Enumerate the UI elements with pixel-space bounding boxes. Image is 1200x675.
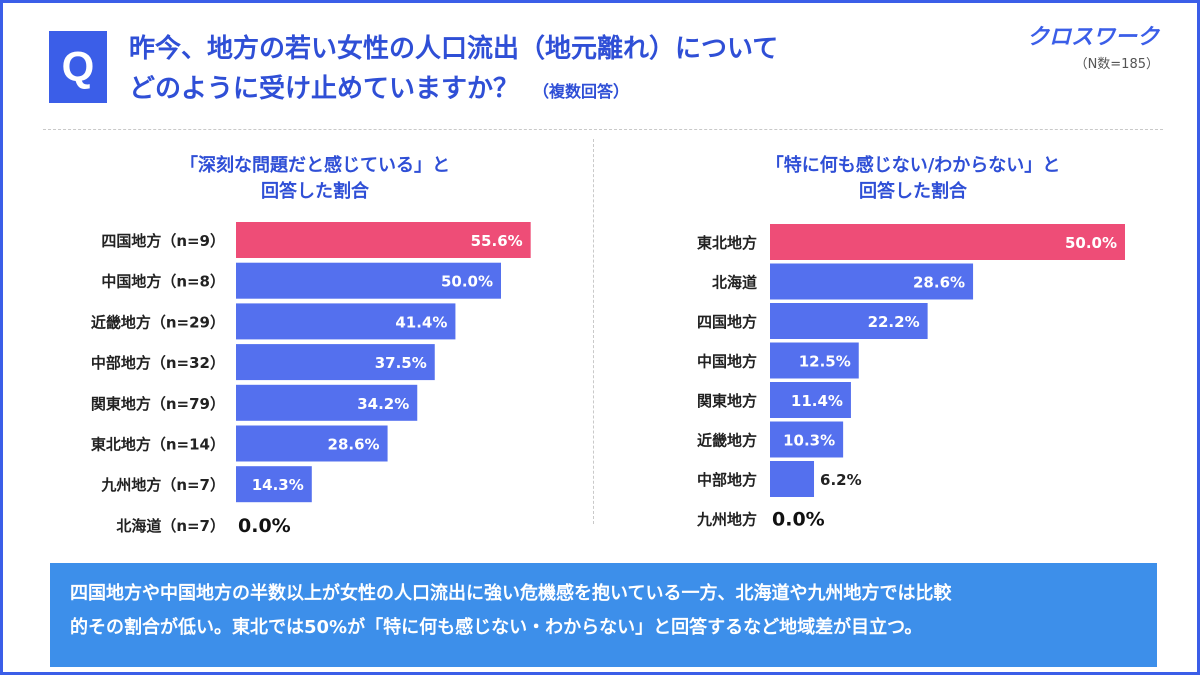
right-bar-chart: 東北地方 50.0% 北海道 28.6% 四国地方 22.2% 中国地方 12.5% 関東地方 1… (696, 224, 1125, 531)
value-label: 6.2% (820, 471, 862, 489)
bar (236, 344, 435, 381)
value-label: 41.4% (395, 313, 447, 331)
category-label: 東北地方 (697, 234, 757, 252)
category-label: 中国地方（n=8） (101, 273, 225, 291)
summary-line-2: 的その割合が低い。東北では50%が「特に何も感じない・わからない」と回答するなど… (70, 617, 923, 638)
value-label: 12.5% (799, 353, 851, 371)
bar (770, 224, 1125, 260)
left-chart-title: 「深刻な問題だと感じている」と 回答した割合 (85, 153, 545, 205)
summary-box: 四国地方や中国地方の半数以上が女性の人口流出に強い危機感を抱いている一方、北海道… (50, 563, 1157, 667)
question-line-1: 昨今、地方の若い女性の人口流出（地元離れ）について (129, 34, 779, 64)
bar (770, 461, 815, 497)
left-chart-title-line-2: 回答した割合 (261, 181, 369, 202)
value-label: 10.3% (783, 432, 835, 450)
value-label: 50.0% (441, 273, 493, 291)
category-label: 中部地方（n=32） (91, 354, 225, 372)
question-badge: Q (49, 31, 107, 103)
bar (236, 466, 312, 503)
summary-line-1: 四国地方や中国地方の半数以上が女性の人口流出に強い危機感を抱いている一方、北海道… (70, 583, 952, 604)
bar (770, 263, 974, 300)
category-label: 中部地方 (697, 471, 757, 489)
value-label: 11.4% (791, 392, 843, 410)
bar (236, 425, 388, 462)
category-label: 九州地方 (696, 511, 757, 529)
bar (236, 384, 418, 421)
value-label: 50.0% (1065, 234, 1117, 252)
category-label: 近畿地方（n=29） (91, 313, 225, 331)
category-label: 北海道（n=7） (116, 517, 225, 535)
left-chart-title-line-1: 「深刻な問題だと感じている」と (180, 155, 450, 176)
bar (770, 303, 928, 339)
bar (236, 303, 456, 340)
left-bar-chart: 四国地方（n=9） 55.6% 中国地方（n=8） 50.0% 近畿地方（n=29） 41… (91, 222, 531, 537)
sample-size: （N数=185） (1074, 57, 1159, 72)
value-label: 0.0% (772, 509, 825, 531)
question-line-2-text: どのように受け止めていますか？ (129, 74, 520, 104)
value-label: 14.3% (252, 476, 304, 494)
question-text: 昨今、地方の若い女性の人口流出（地元離れ）について どのように受け止めていますか… (129, 29, 778, 112)
brand-logo: クロスワーク (1026, 25, 1159, 50)
category-label: 四国地方 (697, 313, 757, 331)
value-label: 28.6% (328, 436, 380, 454)
value-label: 37.5% (375, 354, 427, 372)
bar (770, 421, 844, 458)
category-label: 近畿地方 (697, 432, 757, 450)
right-chart-title: 「特に何も感じない/わからない」と 回答した割合 (683, 153, 1143, 205)
brand: クロスワーク （N数=185） (1027, 19, 1159, 72)
right-chart-title-line-1: 「特に何も感じない/わからない」と (765, 155, 1061, 176)
value-label: 22.2% (868, 313, 920, 331)
bar (236, 262, 501, 299)
category-label: 北海道 (712, 274, 757, 292)
right-chart-title-line-2: 回答した割合 (859, 181, 967, 202)
category-label: 関東地方 (697, 392, 757, 410)
question-line-2: どのように受け止めていますか？ （複数回答） (129, 69, 778, 112)
category-label: 中国地方 (697, 353, 757, 371)
vertical-divider (593, 139, 594, 524)
category-label: 東北地方（n=14） (91, 436, 225, 454)
value-label: 0.0% (238, 515, 291, 537)
category-label: 関東地方（n=79） (91, 395, 225, 413)
category-label: 四国地方（n=9） (101, 232, 225, 250)
category-label: 九州地方（n=7） (100, 476, 225, 494)
value-label: 55.6% (471, 232, 523, 250)
bar (770, 382, 851, 418)
bar (770, 342, 859, 379)
horizontal-divider (43, 129, 1163, 130)
question-note: （複数回答） (533, 82, 630, 101)
value-label: 28.6% (913, 274, 965, 292)
bar (236, 222, 531, 258)
value-label: 34.2% (357, 395, 409, 413)
